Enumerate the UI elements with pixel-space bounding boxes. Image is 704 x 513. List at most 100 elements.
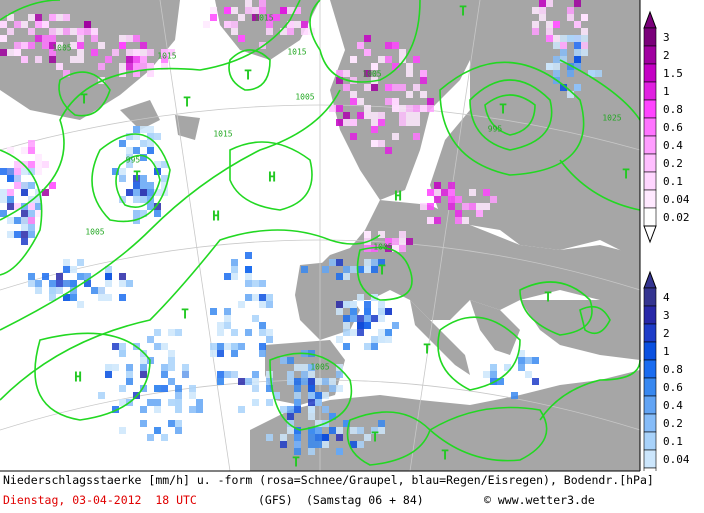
precip-cell <box>175 427 182 434</box>
precip-cell <box>70 28 77 35</box>
precip-cell <box>168 364 175 371</box>
precip-cell <box>126 35 133 42</box>
precip-cell <box>42 161 49 168</box>
precip-cell <box>595 70 602 77</box>
legend-swatch <box>643 171 657 191</box>
precip-cell <box>392 42 399 49</box>
precip-cell <box>420 70 427 77</box>
precip-cell <box>168 399 175 406</box>
precip-cell <box>336 301 343 308</box>
precip-cell <box>343 266 350 273</box>
precip-cell <box>7 203 14 210</box>
precip-cell <box>385 42 392 49</box>
precip-cell <box>231 28 238 35</box>
precip-cell <box>273 392 280 399</box>
precip-cell <box>77 28 84 35</box>
precip-cell <box>308 364 315 371</box>
precip-cell <box>49 280 56 287</box>
precip-cell <box>119 63 126 70</box>
precip-cell <box>49 182 56 189</box>
precip-cell <box>378 259 385 266</box>
precip-cell <box>329 413 336 420</box>
precip-cell <box>252 371 259 378</box>
precip-cell <box>161 385 168 392</box>
precip-cell <box>399 49 406 56</box>
footer-source: © www.wetter3.de <box>484 493 595 507</box>
precip-cell <box>70 280 77 287</box>
precip-cell <box>140 126 147 133</box>
precip-cell <box>28 231 35 238</box>
precip-cell <box>49 49 56 56</box>
precip-cell <box>406 238 413 245</box>
precip-cell <box>252 280 259 287</box>
precip-cell <box>350 98 357 105</box>
precip-cell <box>126 56 133 63</box>
precip-cell <box>21 231 28 238</box>
precip-cell <box>567 63 574 70</box>
precip-cell <box>371 84 378 91</box>
precip-cell <box>84 273 91 280</box>
precip-cell <box>539 7 546 14</box>
precip-cell <box>490 371 497 378</box>
precip-cell <box>126 49 133 56</box>
precip-cell <box>7 217 14 224</box>
precip-cell <box>357 322 364 329</box>
precip-cell <box>364 231 371 238</box>
precip-cell <box>448 182 455 189</box>
precip-cell <box>105 294 112 301</box>
precip-cell <box>0 21 7 28</box>
precip-cell <box>287 28 294 35</box>
precip-cell <box>357 329 364 336</box>
map-labels: H H H H T T T T T T T T T T T T T T 1015 1015 1015 1015 1005 10… <box>52 5 630 471</box>
precip-cell <box>343 322 350 329</box>
precip-cell <box>497 378 504 385</box>
precip-cell <box>294 21 301 28</box>
precip-cell <box>350 266 357 273</box>
precip-cell <box>147 189 154 196</box>
precip-cell <box>0 49 7 56</box>
pressure-center: H <box>212 210 220 225</box>
precip-cell <box>434 217 441 224</box>
precip-cell <box>574 35 581 42</box>
legend-label: 2 <box>663 327 670 340</box>
precip-cell <box>231 371 238 378</box>
precip-cell <box>413 84 420 91</box>
precip-cell <box>126 147 133 154</box>
precip-cell <box>518 357 525 364</box>
precip-cell <box>119 343 126 350</box>
precip-cell <box>357 294 364 301</box>
pressure-center: T <box>371 431 379 446</box>
precip-cell <box>588 70 595 77</box>
precip-cell <box>336 448 343 455</box>
precip-cell <box>378 231 385 238</box>
precip-cell <box>224 371 231 378</box>
precip-cell <box>21 168 28 175</box>
precip-cell <box>119 168 126 175</box>
precip-cell <box>343 273 350 280</box>
precip-cell <box>196 399 203 406</box>
legend-swatch <box>643 377 657 397</box>
precip-cell <box>168 49 175 56</box>
precip-cell <box>266 21 273 28</box>
precip-cell <box>84 28 91 35</box>
precip-cell <box>77 301 84 308</box>
pressure-center: T <box>378 264 386 279</box>
precip-cell <box>399 231 406 238</box>
precip-cell <box>581 28 588 35</box>
precip-cell <box>56 273 63 280</box>
precip-cell <box>126 161 133 168</box>
precip-cell <box>336 77 343 84</box>
precip-cell <box>14 42 21 49</box>
precip-cell <box>546 0 553 7</box>
precip-cell <box>147 63 154 70</box>
legend-label: 0.02 <box>663 211 690 224</box>
precip-cell <box>553 70 560 77</box>
precip-cell <box>378 315 385 322</box>
precip-cell <box>14 231 21 238</box>
isobar-label: 1005 <box>362 70 381 79</box>
precip-cell <box>266 434 273 441</box>
precip-cell <box>56 63 63 70</box>
precip-cell <box>280 434 287 441</box>
precip-cell <box>140 63 147 70</box>
precip-cell <box>392 238 399 245</box>
